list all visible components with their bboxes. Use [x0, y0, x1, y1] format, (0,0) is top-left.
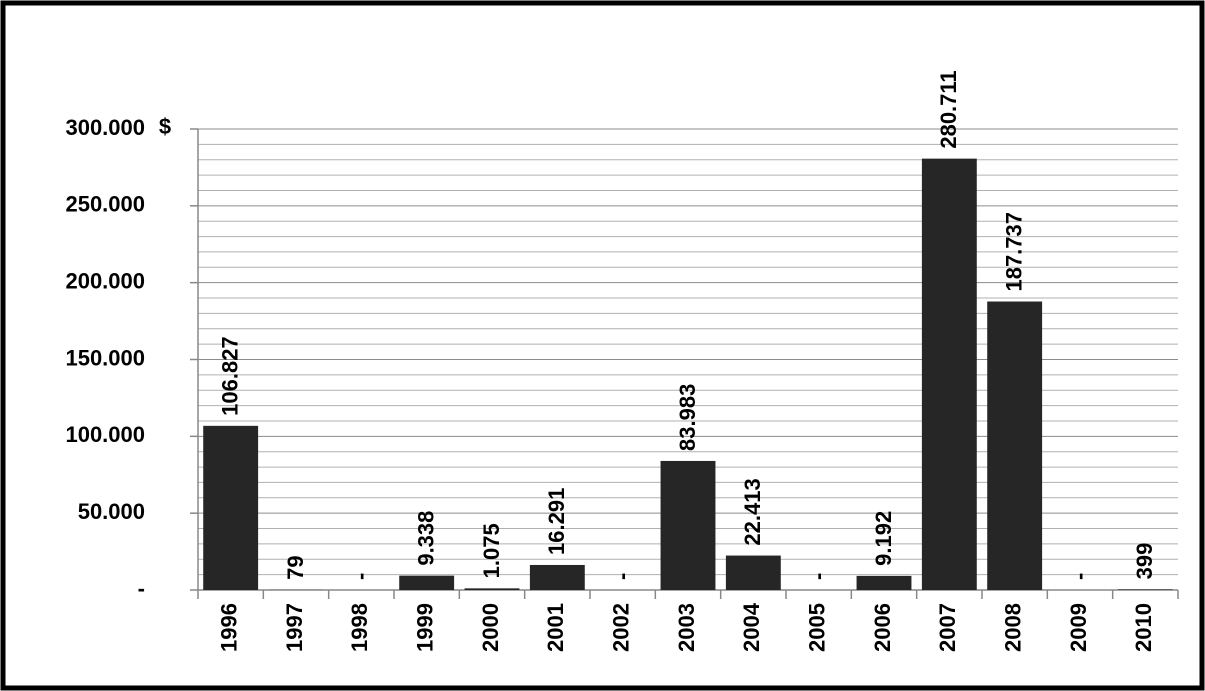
data-label: 280.711 [936, 70, 961, 148]
x-tick-label: 2000 [478, 603, 503, 652]
y-tick-label: 300.000 [65, 115, 145, 140]
data-label: 1.075 [479, 523, 504, 578]
data-label: 22.413 [740, 478, 765, 545]
bar [921, 158, 977, 591]
x-tick-label: 1998 [347, 603, 372, 652]
bar [1117, 589, 1173, 590]
data-label: 9.192 [871, 511, 896, 566]
x-tick-label: 2008 [1000, 603, 1025, 652]
bar [399, 575, 455, 590]
bar [660, 460, 716, 590]
data-label: - [609, 573, 634, 580]
data-label: 79 [283, 555, 308, 579]
y-tick-label: 150.000 [65, 345, 145, 370]
data-label: 16.291 [544, 488, 569, 555]
y-tick-label: 200.000 [65, 268, 145, 293]
x-tick-label: 1997 [282, 603, 307, 652]
data-label: - [805, 573, 830, 580]
y-tick-label: 250.000 [65, 192, 145, 217]
bar [987, 301, 1043, 590]
bar [725, 555, 781, 590]
x-tick-label: 2007 [935, 603, 960, 652]
bar [856, 575, 912, 590]
bar [529, 564, 585, 590]
y-tick-label: 50.000 [78, 499, 145, 524]
x-tick-label: 2005 [804, 603, 829, 652]
x-tick-label: 2001 [543, 603, 568, 652]
y-tick-label: - [138, 576, 145, 601]
x-tick-label: 2002 [608, 603, 633, 652]
y-tick-label: 100.000 [65, 422, 145, 447]
data-label: 9.338 [413, 511, 438, 566]
bar [464, 588, 520, 590]
y-axis-label: $ [159, 114, 171, 139]
x-tick-label: 2006 [870, 603, 895, 652]
x-tick-label: 2009 [1066, 603, 1091, 652]
x-tick-label: 2004 [739, 602, 764, 652]
data-label: 83.983 [675, 384, 700, 451]
x-tick-label: 2010 [1131, 603, 1156, 652]
data-label: - [1067, 573, 1092, 580]
x-tick-label: 2003 [674, 603, 699, 652]
data-label: - [348, 573, 373, 580]
bar [203, 425, 259, 590]
data-label: 187.737 [1001, 212, 1026, 292]
data-label: 399 [1132, 543, 1157, 580]
x-tick-label: 1996 [216, 603, 241, 652]
data-label: 106.827 [217, 336, 242, 416]
x-tick-label: 1999 [412, 603, 437, 652]
